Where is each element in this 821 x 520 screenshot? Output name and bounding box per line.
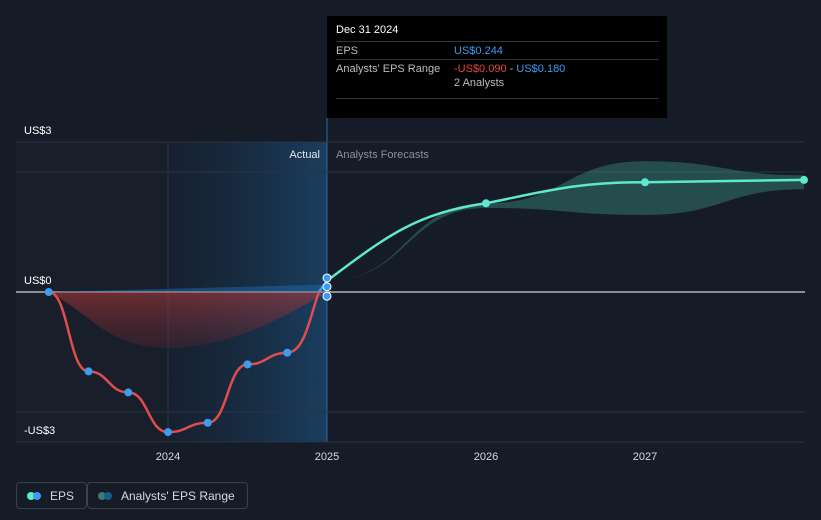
x-tick-label: 2025 [315, 451, 339, 463]
eps-range-band-forecast [327, 161, 804, 281]
y-tick-label: US$3 [24, 125, 52, 137]
tooltip-eps-value: US$0.244 [454, 44, 503, 57]
tooltip-range-high: US$0.180 [516, 62, 566, 75]
tooltip-analysts: 2 Analysts [454, 77, 505, 89]
eps-range-band-actual-lower [48, 292, 327, 349]
tooltip-range-label: Analysts' EPS Range [336, 62, 441, 75]
legend-eps-label: EPS [50, 488, 75, 503]
eps-forecast-point [641, 178, 649, 187]
x-tick-label: 2027 [633, 451, 657, 463]
eps-forecast-point [800, 175, 808, 184]
eps-actual-point [84, 367, 93, 376]
eps-actual-point [164, 428, 172, 437]
tooltip-date: Dec 31 2024 [336, 24, 399, 36]
eps-range-marker [322, 273, 332, 283]
eps-range-band-actual-upper [48, 284, 327, 292]
x-tick-label: 2026 [474, 451, 498, 463]
region-label-actual: Actual [289, 149, 320, 161]
x-tick-label: 2024 [156, 451, 180, 463]
tooltip-range-value: -US$0.090 - US$0.180 [454, 63, 565, 75]
eps-actual-point [283, 348, 292, 357]
eps-forecast-point [482, 199, 490, 208]
range-legend-icon [98, 491, 112, 500]
legend-eps[interactable]: EPS [16, 482, 88, 509]
tooltip-range-row: Analysts' EPS Range -US$0.090 - US$0.180 [336, 59, 659, 77]
eps-actual-point [243, 360, 252, 369]
eps-actual-point [44, 288, 53, 296]
tooltip-eps-label: EPS [336, 44, 359, 57]
eps-range-marker [322, 291, 332, 301]
legend-range-label: Analysts' EPS Range [121, 488, 235, 503]
y-tick-label: US$0 [24, 275, 52, 287]
tooltip: Dec 31 2024 EPS US$0.244 Analysts' EPS R… [327, 16, 667, 118]
legend-range[interactable]: Analysts' EPS Range [87, 482, 248, 509]
tooltip-eps-row: EPS US$0.244 [336, 41, 659, 59]
eps-current-point [322, 282, 332, 292]
tooltip-range-low: -US$0.090 [454, 62, 507, 75]
tooltip-range-sep: - [506, 62, 517, 75]
eps-actual-point [203, 418, 212, 427]
eps-legend-icon [27, 491, 41, 500]
y-tick-label: -US$3 [24, 425, 55, 437]
region-label-forecast: Analysts Forecasts [336, 149, 429, 161]
eps-actual-point [124, 388, 133, 397]
tooltip-divider [336, 98, 659, 99]
